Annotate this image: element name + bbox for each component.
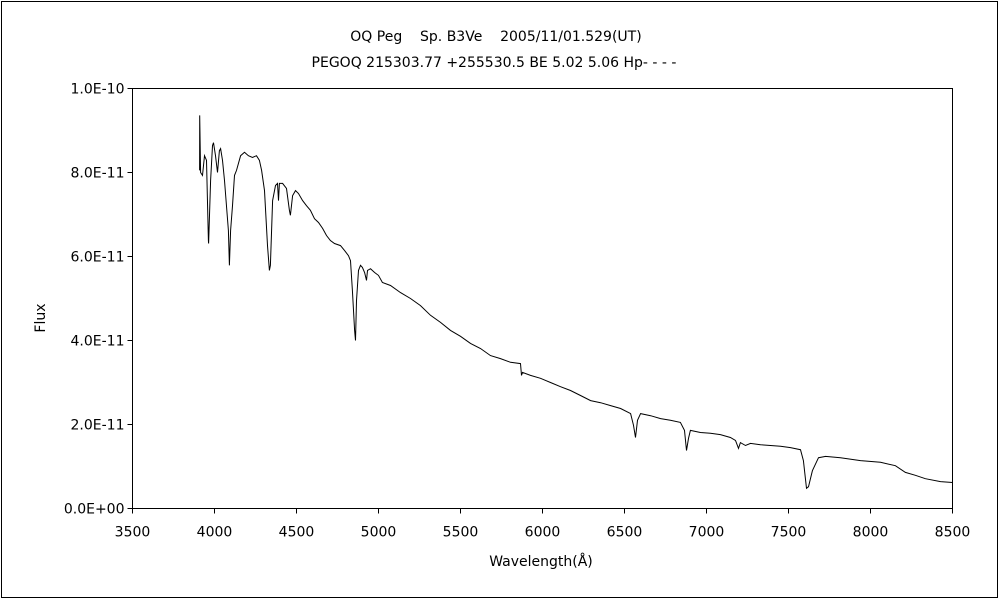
- x-tick-label: 5000: [361, 525, 397, 541]
- x-tick-label: 7000: [689, 525, 725, 541]
- x-tick-label: 4000: [197, 525, 233, 541]
- y-tick-label: 2.0E-11: [71, 418, 125, 434]
- x-tick-label: 7500: [771, 525, 807, 541]
- x-tick-label: 8500: [935, 525, 971, 541]
- x-tick-label: 8000: [853, 525, 889, 541]
- chart-title: OQ Peg Sp. B3Ve 2005/11/01.529(UT): [350, 29, 641, 45]
- x-tick-label: 6000: [525, 525, 561, 541]
- y-tick-label: 6.0E-11: [71, 250, 125, 266]
- y-tick-label: 1.0E-10: [71, 82, 125, 98]
- x-tick-label: 3500: [115, 525, 151, 541]
- spectrum-line: [199, 115, 953, 490]
- x-axis-label: Wavelength(Å): [489, 553, 593, 570]
- y-axis-label: Flux: [33, 303, 49, 332]
- x-tick-label: 4500: [279, 525, 315, 541]
- x-tick-label: 5500: [443, 525, 479, 541]
- y-tick-label: 8.0E-11: [71, 166, 125, 182]
- chart-subtitle: PEGOQ 215303.77 +255530.5 BE 5.02 5.06 H…: [312, 55, 677, 71]
- y-tick-label: 0.0E+00: [64, 502, 125, 518]
- y-tick-label: 4.0E-11: [71, 334, 125, 350]
- x-tick-label: 6500: [607, 525, 643, 541]
